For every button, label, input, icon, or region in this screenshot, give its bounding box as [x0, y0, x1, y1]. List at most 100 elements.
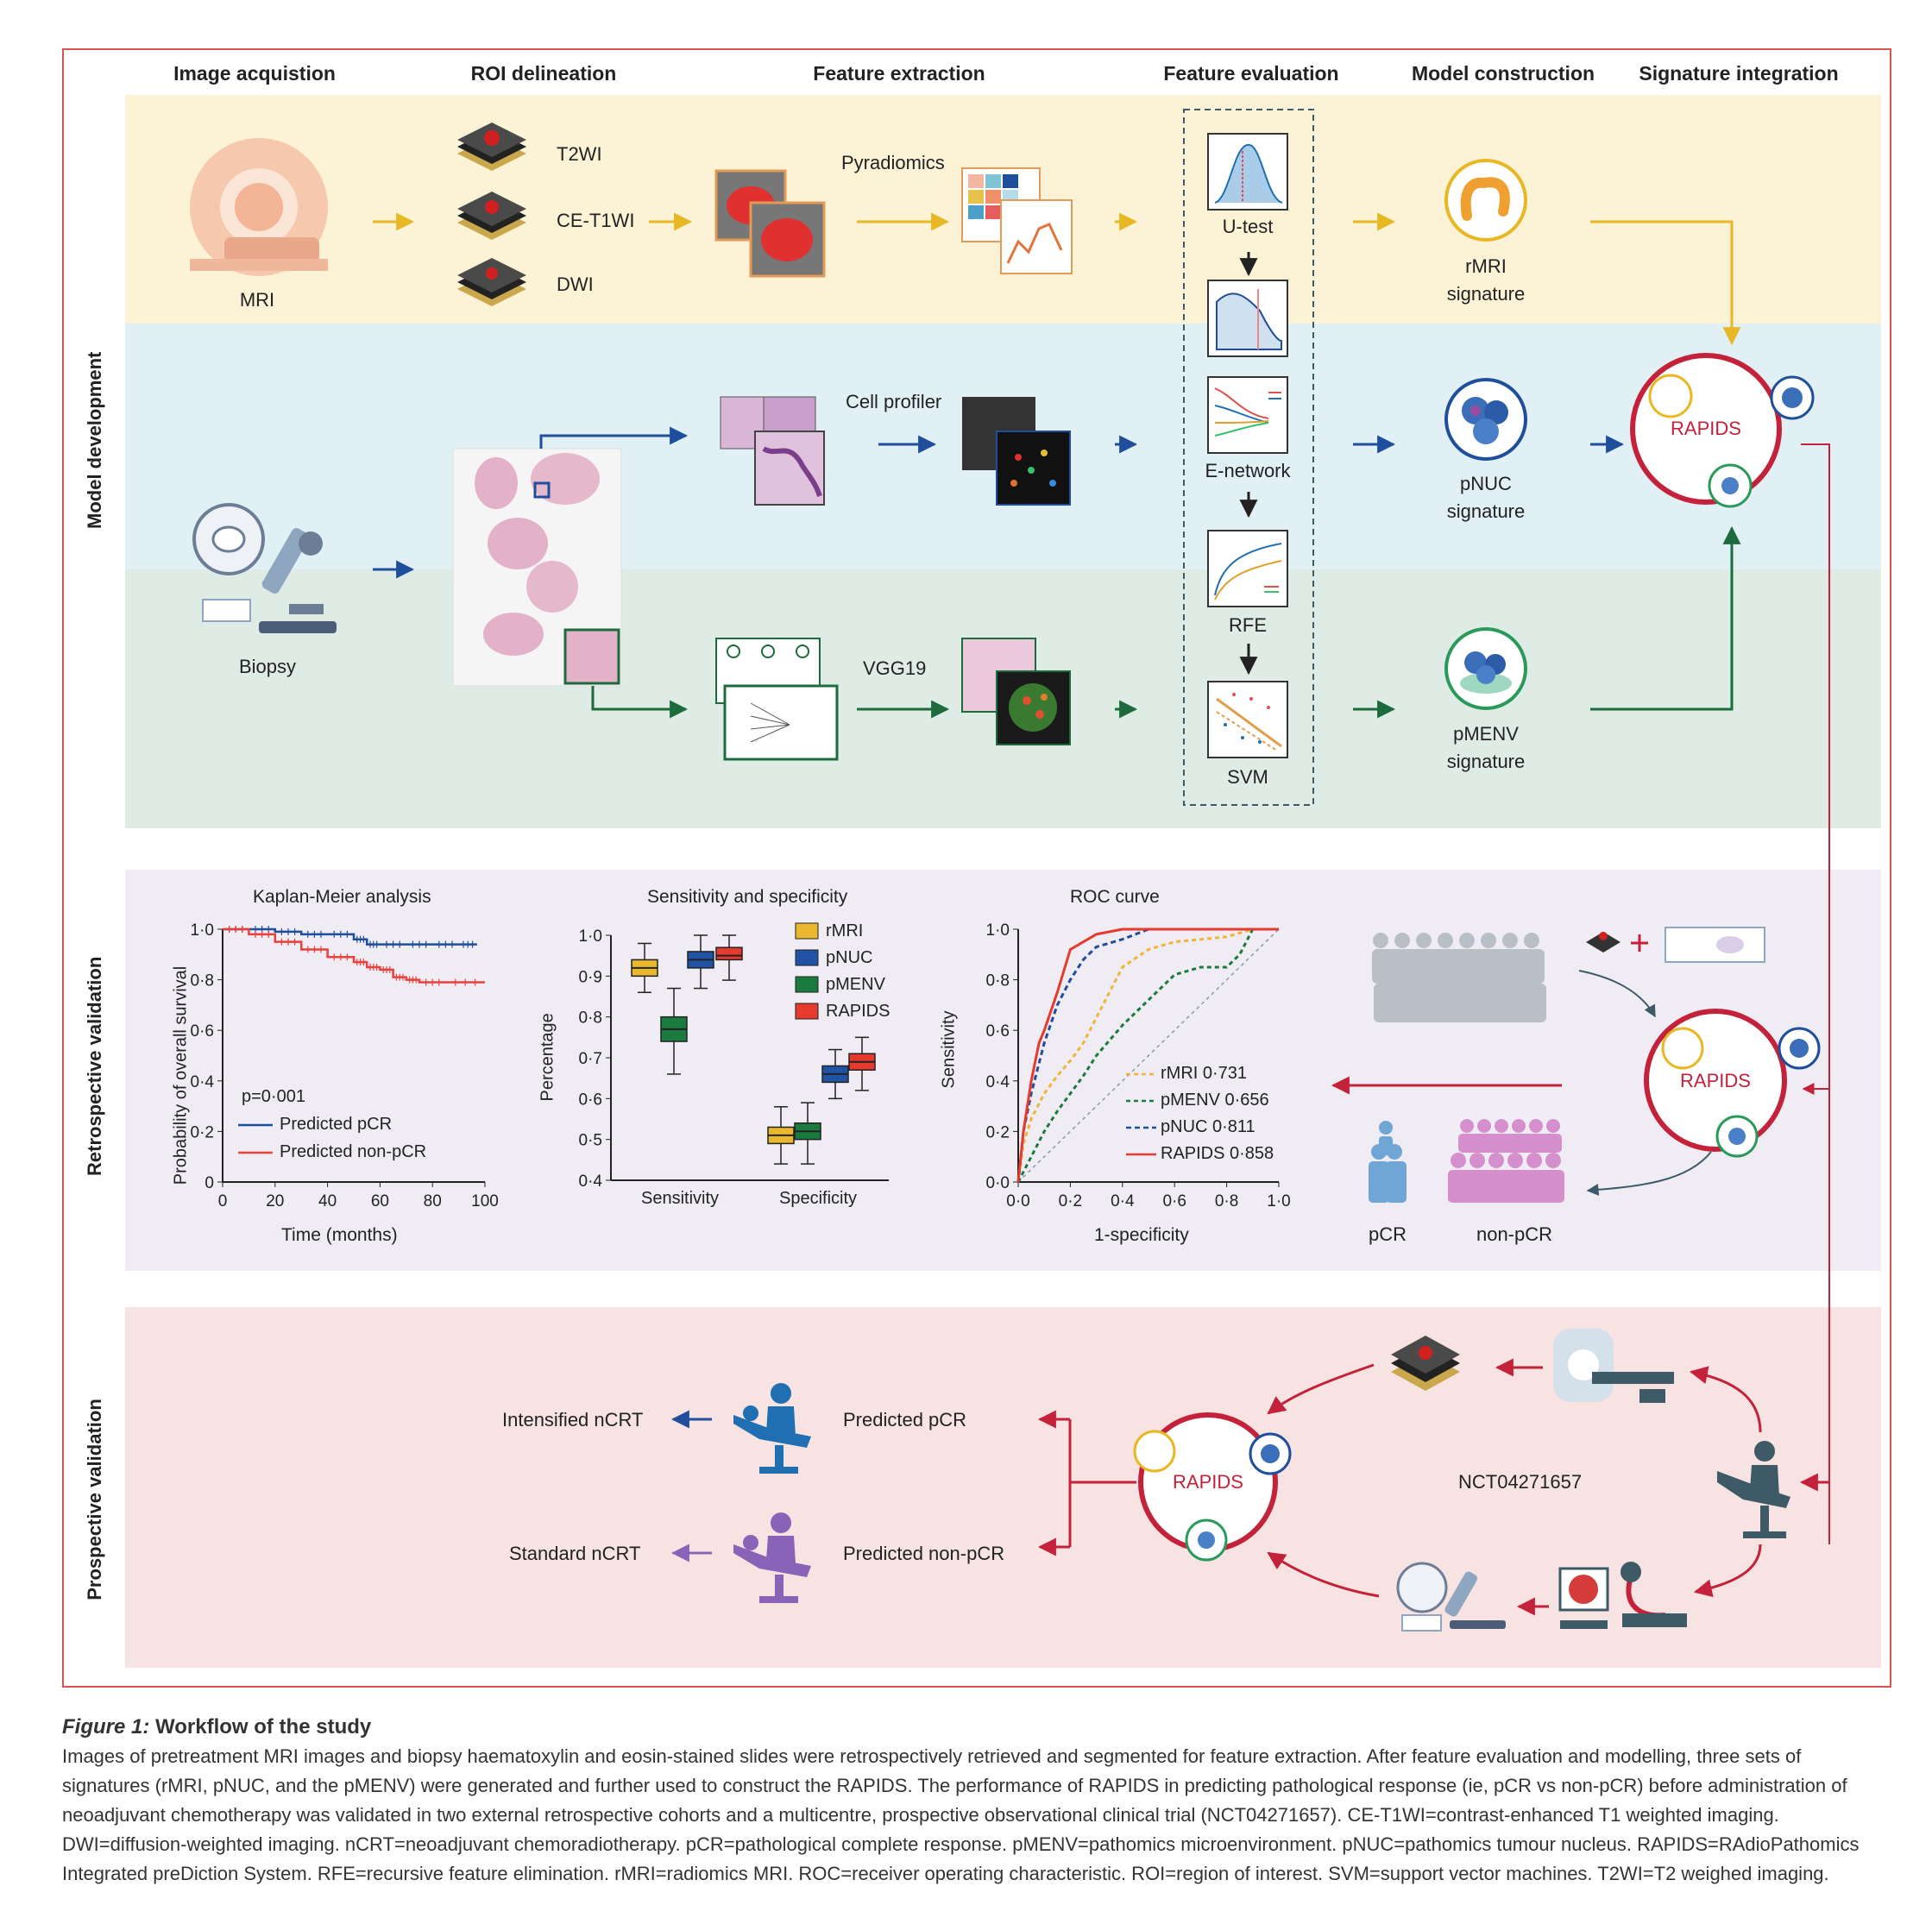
rmri-signature-label-1: rMRI — [1465, 255, 1507, 277]
box-legend-swatch — [795, 922, 819, 940]
header-feature-extraction: Feature extraction — [813, 62, 985, 85]
rapids-retro-icon — [1644, 1009, 1821, 1158]
rfe-icon — [1207, 530, 1288, 607]
roc-series-line — [1016, 927, 1279, 1183]
km-x-tick-label: 100 — [471, 1192, 499, 1210]
roc-x-tick-label: 0·8 — [1215, 1192, 1238, 1210]
box-body — [715, 946, 743, 961]
biopsy-label: Biopsy — [238, 656, 297, 677]
km-xlabel: Time (months) — [281, 1225, 398, 1245]
microscope-icon — [192, 503, 337, 633]
figure-frame — [62, 48, 1891, 1688]
km-y-tick-label: 0·2 — [191, 1123, 214, 1141]
box-group-sensitivity: Sensitivity — [641, 1189, 720, 1208]
roc-y-tick-label: 0·6 — [986, 1022, 1010, 1041]
km-title: Kaplan-Meier analysis — [253, 887, 431, 907]
roi-t2wi-icon — [457, 123, 526, 171]
km-series-line — [223, 927, 485, 984]
box-legend-rapids: RAPIDS — [826, 1002, 890, 1021]
pmenv-signature-icon — [1444, 627, 1527, 710]
vgg19-label: VGG19 — [863, 657, 927, 679]
roc-x-tick-label: 0·4 — [1111, 1192, 1135, 1210]
box-legend-swatch — [795, 1003, 819, 1020]
eval-label-svm: SVM — [1227, 766, 1268, 788]
box-legend-swatch — [795, 949, 819, 966]
prospective-graphics — [670, 1329, 1829, 1632]
band-retro — [125, 870, 1881, 1271]
pyradiomics-label: Pyradiomics — [841, 152, 945, 173]
pmenv-signature-label-2: signature — [1446, 751, 1526, 772]
rapids-integration-icon — [1630, 353, 1815, 508]
retro-right-graphics — [1331, 927, 1829, 1203]
vgg19-network-icon — [715, 638, 839, 761]
km-legend-nonpcr: Predicted non-pCR — [280, 1142, 427, 1161]
header-feature-evaluation: Feature evaluation — [1163, 62, 1339, 85]
retro-pcr-label: pCR — [1368, 1223, 1407, 1245]
microscope-prospective-icon — [1396, 1562, 1506, 1632]
km-y-tick-label: 1·0 — [191, 921, 214, 940]
km-y-tick-label: 0·6 — [191, 1022, 214, 1041]
rmri-signature-label-2: signature — [1446, 283, 1526, 305]
pmenv-signature-label-1: pMENV — [1453, 723, 1519, 745]
caption-title: Figure 1: Workflow of the study — [62, 1713, 1891, 1742]
mri-tumor-crops — [714, 169, 826, 278]
whole-slide-image — [452, 448, 622, 687]
feature-evaluation-box — [1183, 109, 1314, 806]
roc-y-tick-label: 0·2 — [986, 1123, 1010, 1141]
nonpcr-patients-icon — [1448, 1119, 1564, 1203]
km-x-tick-label: 40 — [318, 1192, 337, 1210]
box-y-tick-label: 1·0 — [579, 927, 602, 946]
roc-x-tick-label: 0·6 — [1162, 1192, 1186, 1210]
box-y-tick-label: 0·7 — [579, 1050, 602, 1068]
rapids-label-dev: RAPIDS — [1671, 418, 1741, 439]
roc-series-line — [1016, 927, 1279, 1183]
figure-caption: Figure 1: Workflow of the study Images o… — [62, 1713, 1891, 1889]
roc-legend-rapids: RAPIDS 0·858 — [1161, 1144, 1274, 1163]
rfe-plot-icon-top — [1207, 280, 1288, 357]
box-legend-pnuc: pNUC — [826, 948, 873, 967]
roi-label-ce-t1wi: CE-T1WI — [557, 210, 635, 231]
endoscopy-icon — [1558, 1562, 1687, 1629]
km-pvalue: p=0·001 — [242, 1087, 305, 1106]
vgg19-output-images — [961, 638, 1071, 745]
mri-plus-slide-icon — [1586, 927, 1765, 963]
mri-label: MRI — [239, 289, 275, 311]
intensified-patient-icon — [733, 1383, 811, 1474]
box-y-tick-label: 0·9 — [579, 968, 602, 986]
standard-ncrt-label: Standard nCRT — [509, 1543, 641, 1564]
header-roi-delineation: ROI delineation — [470, 62, 617, 85]
pro-rapids-label: RAPIDS — [1173, 1471, 1243, 1493]
patient-prospective-icon — [1717, 1441, 1790, 1538]
km-y-tick-label: 0·8 — [191, 972, 214, 990]
box-y-tick-label: 0·5 — [579, 1132, 602, 1150]
roi-ce-t1wi-icon — [457, 192, 526, 240]
roc-y-tick-label: 0·0 — [986, 1174, 1010, 1192]
roc-series-line — [1016, 927, 1279, 1183]
svm-icon — [1207, 681, 1288, 758]
km-x-tick-label: 80 — [424, 1192, 442, 1210]
retro-rapids-label: RAPIDS — [1680, 1070, 1751, 1091]
box-y-tick-label: 0·8 — [579, 1009, 602, 1028]
dev-graphics — [190, 109, 1830, 1544]
roc-series-line — [1016, 927, 1279, 1183]
standard-patient-icon — [733, 1512, 811, 1603]
roc-title: ROC curve — [1070, 887, 1160, 907]
pnuc-signature-icon — [1444, 378, 1527, 461]
pnuc-signature-label-1: pNUC — [1460, 473, 1512, 494]
roc-y-tick-label: 1·0 — [986, 921, 1010, 940]
e-network-icon — [1207, 376, 1288, 454]
km-x-tick-label: 0 — [218, 1192, 228, 1210]
box-title: Sensitivity and specificity — [647, 887, 848, 907]
roc-x-tick-label: 0·0 — [1006, 1192, 1029, 1210]
roc-legend-pnuc: pNUC 0·811 — [1161, 1117, 1255, 1136]
box-y-tick-label: 0·4 — [579, 1173, 603, 1191]
roc-y-tick-label: 0·4 — [986, 1073, 1010, 1091]
predicted-pcr-label: Predicted pCR — [843, 1409, 967, 1430]
predicted-nonpcr-label: Predicted non-pCR — [843, 1543, 1005, 1564]
roc-legend-rmri: rMRI 0·731 — [1161, 1064, 1248, 1083]
roi-dwi-icon — [457, 258, 526, 306]
rmri-signature-icon — [1444, 159, 1527, 242]
header-image-acquisition: Image acquistion — [173, 62, 336, 85]
km-y-tick-label: 0 — [205, 1174, 214, 1192]
